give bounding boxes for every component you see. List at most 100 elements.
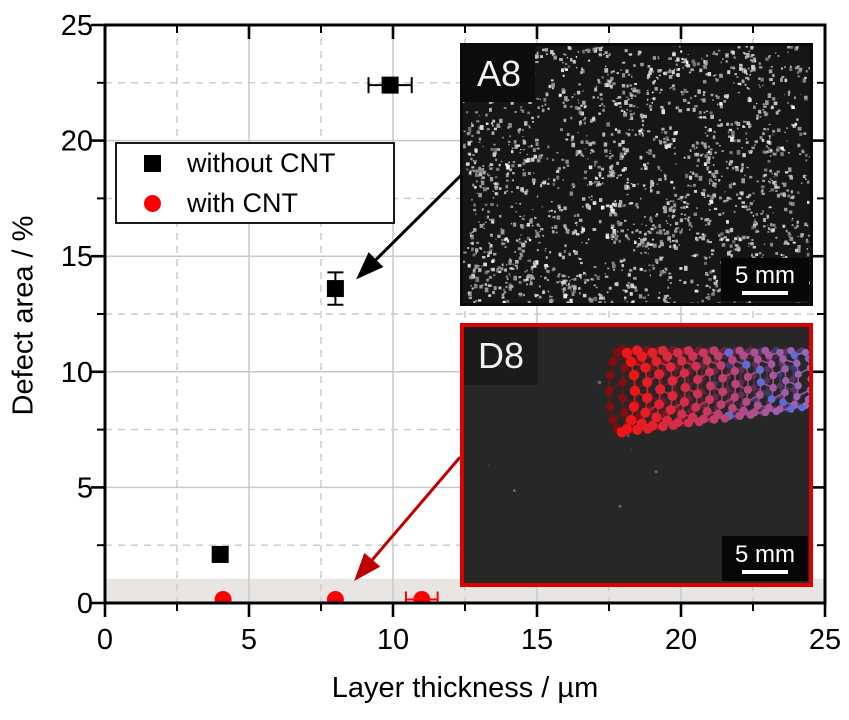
- cnt-atom: [720, 414, 730, 423]
- speckle: [731, 130, 735, 135]
- speckle: [540, 275, 542, 278]
- speckle: [582, 90, 584, 92]
- speckle: [526, 157, 531, 163]
- speckle: [702, 234, 707, 237]
- speckle: [729, 244, 733, 248]
- speckle: [763, 218, 766, 222]
- annotation-arrow-line: [372, 174, 463, 264]
- speckle: [713, 207, 718, 210]
- speckle: [748, 245, 750, 247]
- speckle: [519, 152, 522, 154]
- cnt-atom: [628, 401, 640, 412]
- speckle: [580, 122, 583, 125]
- speckle: [640, 62, 644, 67]
- speckle: [590, 278, 593, 280]
- speckle: [783, 242, 787, 245]
- cnt-atom: [730, 366, 739, 376]
- speckle: [647, 162, 649, 165]
- speckle: [660, 105, 664, 109]
- inset-a8-label: A8: [463, 46, 535, 102]
- speckle: [664, 267, 668, 271]
- speckle: [473, 208, 477, 212]
- speckle: [652, 267, 656, 270]
- speckle: [579, 123, 581, 126]
- speckle: [568, 276, 570, 278]
- speckle: [575, 152, 578, 156]
- speckle: [629, 292, 633, 296]
- speckle: [522, 169, 525, 171]
- speckle: [465, 162, 470, 166]
- speckle: [687, 101, 691, 104]
- speckle: [737, 46, 740, 49]
- speckle: [508, 260, 512, 265]
- speckle: [477, 299, 482, 302]
- speckle: [673, 147, 676, 149]
- speckle: [568, 282, 570, 286]
- speckle: [614, 200, 617, 202]
- speckle: [506, 164, 510, 170]
- speckle: [493, 148, 497, 153]
- speckle: [667, 302, 671, 303]
- speckle: [626, 84, 629, 87]
- speckle: [578, 287, 581, 290]
- speckle: [644, 251, 647, 254]
- speckle: [695, 236, 698, 241]
- speckle: [690, 97, 692, 100]
- speckle: [741, 147, 743, 149]
- speckle: [761, 84, 764, 87]
- speckle: [750, 149, 753, 153]
- cnt-atom: [647, 347, 658, 358]
- speckle: [716, 103, 719, 106]
- speckle: [626, 181, 629, 184]
- speckle: [673, 131, 677, 136]
- cnt-atom: [665, 362, 676, 372]
- speckle: [532, 209, 534, 211]
- speckle: [669, 126, 672, 130]
- speckle: [560, 128, 563, 132]
- speckle: [472, 183, 475, 187]
- speckle: [706, 239, 710, 243]
- speckle: [632, 285, 637, 288]
- speckle: [612, 263, 616, 269]
- speckle: [506, 239, 510, 243]
- speckle: [468, 126, 472, 132]
- speckle: [536, 97, 540, 100]
- speckle: [665, 294, 669, 297]
- speckle: [580, 261, 583, 265]
- speckle: [714, 151, 717, 154]
- speckle: [797, 191, 800, 194]
- speckle: [593, 116, 595, 118]
- speckle: [660, 170, 662, 172]
- speckle: [807, 224, 809, 227]
- speckle: [752, 214, 755, 217]
- speckle: [472, 253, 476, 257]
- speckle: [562, 101, 565, 104]
- speckle: [533, 260, 537, 266]
- speckle: [471, 273, 475, 279]
- legend-row-without-cnt: without CNT: [117, 145, 393, 181]
- speckle: [694, 105, 698, 108]
- speckle: [485, 122, 489, 125]
- speckle: [547, 145, 550, 149]
- speckle: [487, 284, 491, 287]
- speckle: [786, 189, 790, 192]
- speckle: [758, 84, 760, 86]
- speckle: [714, 182, 717, 185]
- speckle: [604, 51, 608, 54]
- speckle: [744, 83, 747, 86]
- speckle: [563, 252, 566, 253]
- speckle: [728, 229, 732, 233]
- speckle: [794, 122, 798, 126]
- speckle: [469, 170, 472, 173]
- speckle: [592, 228, 597, 231]
- speckle: [621, 155, 625, 159]
- speckle: [612, 99, 614, 102]
- speckle: [673, 203, 677, 208]
- speckle: [724, 191, 726, 193]
- speckle: [574, 250, 578, 255]
- speckle: [530, 144, 533, 148]
- speckle: [713, 135, 715, 137]
- speckle: [602, 132, 606, 137]
- speckle: [693, 212, 697, 216]
- cnt-atom: [680, 382, 690, 393]
